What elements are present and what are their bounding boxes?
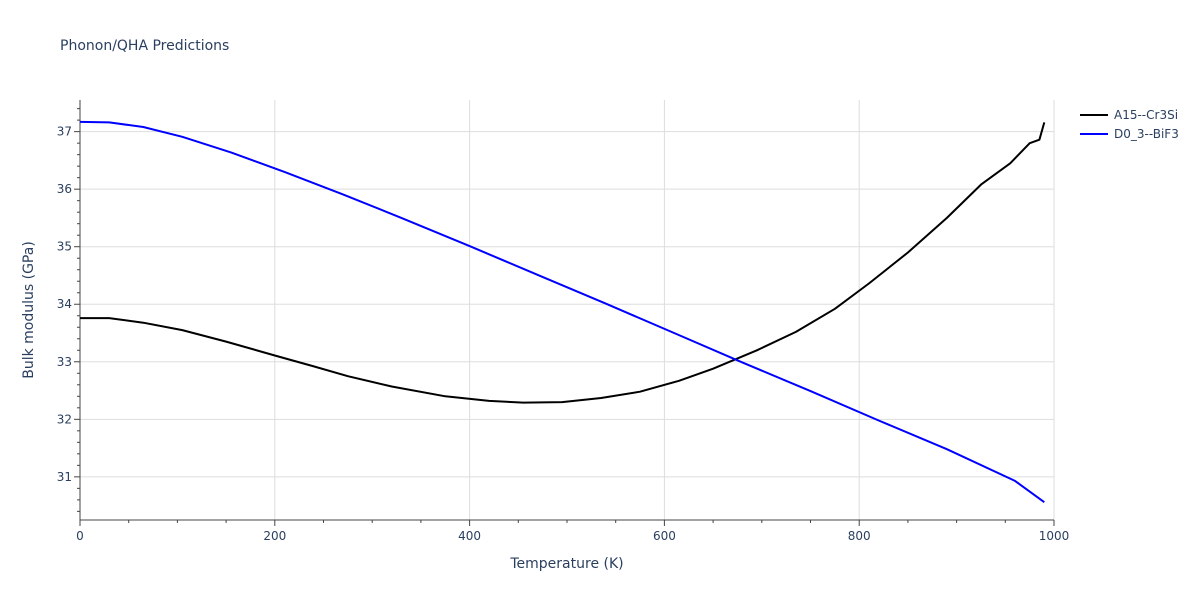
series-line-0 (80, 122, 1046, 404)
axes-layer: 0 200 400 600 800 1000 31 32 33 34 35 36 37 (57, 100, 1070, 543)
x-tick-label: 200 (263, 529, 286, 543)
x-tick-label: 800 (848, 529, 871, 543)
legend[interactable]: A15--Cr3Si D0_3--BiF3 (1080, 108, 1179, 141)
series-layer (79, 120, 1046, 504)
y-axis-title: Bulk modulus (GPa) (21, 241, 37, 379)
grid-layer (80, 100, 1055, 520)
x-tick-label: 400 (458, 529, 481, 543)
x-tick-label: 0 (76, 529, 84, 543)
legend-label: A15--Cr3Si (1114, 108, 1178, 122)
y-tick-label: 33 (57, 355, 72, 369)
chart-title: Phonon/QHA Predictions (60, 38, 229, 54)
y-tick-label: 32 (57, 412, 72, 426)
y-tick-label: 36 (57, 182, 72, 196)
y-tick-label: 37 (57, 125, 72, 139)
y-tick-label: 31 (57, 470, 72, 484)
y-tick-label: 34 (57, 297, 72, 311)
legend-item-1[interactable]: D0_3--BiF3 (1080, 127, 1179, 141)
series-line-1 (79, 120, 1045, 504)
x-axis-title: Temperature (K) (509, 556, 623, 572)
x-tick-label: 1000 (1039, 529, 1070, 543)
y-tick-label: 35 (57, 240, 72, 254)
x-tick-label: 600 (653, 529, 676, 543)
legend-item-0[interactable]: A15--Cr3Si (1080, 108, 1178, 122)
legend-label: D0_3--BiF3 (1114, 127, 1179, 141)
